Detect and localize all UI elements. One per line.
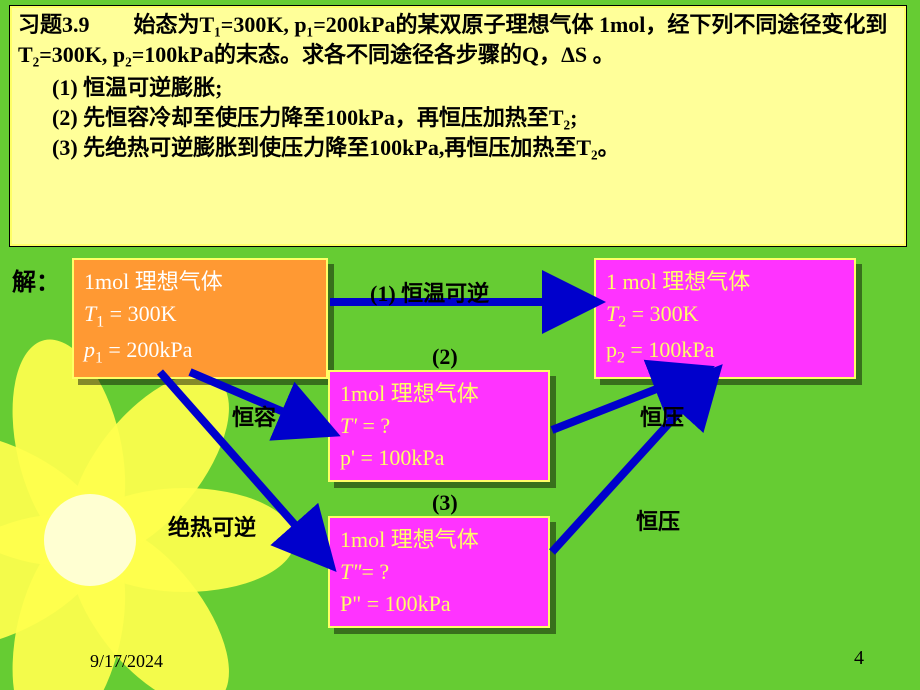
state-d-line3: P" = 100kPa bbox=[340, 588, 538, 620]
problem-line-1: 始态为T₁=300K, p₁=200kPa的某双原子理想气体 bbox=[134, 12, 594, 37]
problem-item-2: (2) 先恒容冷却至使压力降至100kPa，再恒压加热至T₂; bbox=[18, 103, 898, 133]
state-initial: 1mol 理想气体 T1 = 300K p1 = 200kPa bbox=[72, 258, 328, 379]
state-d-line2: T"= ? bbox=[340, 556, 538, 588]
state-c-line2: T' = ? bbox=[340, 410, 538, 442]
state-a-line3: p1 = 200kPa bbox=[84, 334, 316, 370]
label-isobaric-2: 恒压 bbox=[636, 504, 680, 536]
state-final: 1 mol 理想气体 T2 = 300K p2 = 100kPa bbox=[594, 258, 856, 379]
problem-item-3: (3) 先绝热可逆膨胀到使压力降至100kPa,再恒压加热至T₂。 bbox=[18, 133, 898, 163]
footer-page-number: 4 bbox=[854, 647, 864, 670]
problem-box: 习题3.9 始态为T₁=300K, p₁=200kPa的某双原子理想气体 1mo… bbox=[10, 6, 906, 246]
state-b-line2: T2 = 300K bbox=[606, 298, 844, 334]
state-a-line2: T1 = 300K bbox=[84, 298, 316, 334]
state-b-line3: p2 = 100kPa bbox=[606, 334, 844, 370]
label-path1: (1) 恒温可逆 bbox=[370, 276, 489, 308]
state-c-line1: 1mol 理想气体 bbox=[340, 378, 538, 410]
label-adiabatic: 绝热可逆 bbox=[168, 510, 256, 542]
state-a-line1: 1mol 理想气体 bbox=[84, 266, 316, 298]
state-intermediate-2: 1mol 理想气体 T' = ? p' = 100kPa bbox=[328, 370, 550, 482]
exercise-label: 习题3.9 bbox=[18, 12, 90, 37]
label-isochoric: 恒容 bbox=[232, 400, 276, 432]
state-c-line3: p' = 100kPa bbox=[340, 442, 538, 474]
state-b-line1: 1 mol 理想气体 bbox=[606, 266, 844, 298]
state-intermediate-3: 1mol 理想气体 T"= ? P" = 100kPa bbox=[328, 516, 550, 628]
problem-item-1: (1) 恒温可逆膨胀; bbox=[18, 73, 898, 103]
solution-label: 解： bbox=[12, 262, 60, 297]
state-d-line1: 1mol 理想气体 bbox=[340, 524, 538, 556]
slide-root: 习题3.9 始态为T₁=300K, p₁=200kPa的某双原子理想气体 1mo… bbox=[0, 0, 920, 690]
label-isobaric-1: 恒压 bbox=[640, 400, 684, 432]
label-path2-num: (2) bbox=[432, 344, 458, 370]
footer-date: 9/17/2024 bbox=[90, 651, 163, 672]
label-path3-num: (3) bbox=[432, 490, 458, 516]
